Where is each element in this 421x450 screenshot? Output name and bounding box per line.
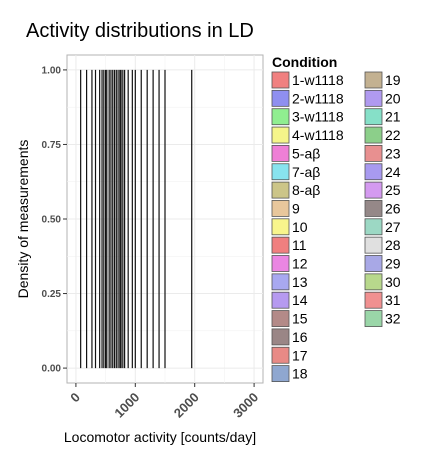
legend-label: 27 xyxy=(385,219,401,235)
legend-label: 24 xyxy=(385,164,401,180)
legend-key xyxy=(364,144,383,162)
legend-key xyxy=(364,310,383,327)
plot-panel xyxy=(66,54,264,384)
legend-label: 17 xyxy=(292,347,308,363)
legend-label: 3-w1118 xyxy=(292,109,344,125)
chart-title: Activity distributions in LD xyxy=(26,20,254,42)
legend-key xyxy=(364,255,383,272)
x-tick-label: 2000 xyxy=(171,390,202,421)
legend-key xyxy=(364,200,383,217)
legend: Condition 1-w1118 2-w1118 3-w1118 4-w1118 5-… xyxy=(271,54,401,383)
legend-label: 10 xyxy=(292,219,308,235)
x-tick-label: 3000 xyxy=(230,390,261,421)
legend-label: 7-aβ xyxy=(292,164,320,180)
legend-key xyxy=(364,236,383,254)
legend-label: 9 xyxy=(292,200,300,216)
legend-key xyxy=(271,144,290,162)
legend-key xyxy=(271,71,290,89)
legend-key xyxy=(364,126,383,144)
legend-key xyxy=(271,346,290,364)
legend-key xyxy=(271,126,290,144)
legend-key xyxy=(364,163,383,181)
legend-label: 21 xyxy=(385,109,401,125)
histogram-bars xyxy=(80,69,193,369)
legend-label: 25 xyxy=(385,182,401,198)
legend-label: 16 xyxy=(292,329,308,345)
legend-label: 19 xyxy=(385,72,401,88)
x-axis: 0 1000 2000 3000 xyxy=(67,383,261,421)
legend-label: 32 xyxy=(385,311,401,327)
legend-label: 18 xyxy=(292,366,308,382)
legend-key xyxy=(364,108,383,126)
y-tick-label: 0.50 xyxy=(42,215,62,226)
legend-label: 23 xyxy=(385,145,401,161)
legend-label: 12 xyxy=(292,256,308,272)
legend-key xyxy=(364,181,383,199)
x-tick-label: 0 xyxy=(67,390,83,406)
legend-label: 8-aβ xyxy=(292,182,320,198)
legend-label: 28 xyxy=(385,237,401,253)
legend-key xyxy=(364,273,383,291)
legend-label: 26 xyxy=(385,200,401,216)
legend-key xyxy=(271,273,290,291)
legend-label: 30 xyxy=(385,274,401,290)
legend-label: 4-w1118 xyxy=(292,127,344,143)
x-axis-title: Locomotor activity [counts/day] xyxy=(64,429,256,445)
legend-title: Condition xyxy=(272,54,337,70)
y-axis: 0.00 0.25 0.50 0.75 1.00 xyxy=(42,65,67,375)
legend-key xyxy=(271,255,290,272)
y-tick-label: 0.25 xyxy=(42,289,62,300)
y-tick-label: 0.00 xyxy=(42,364,62,375)
legend-label: 15 xyxy=(292,311,308,327)
legend-key xyxy=(271,291,290,309)
y-tick-label: 0.75 xyxy=(42,140,62,151)
legend-key xyxy=(364,71,383,89)
legend-key xyxy=(364,89,383,107)
y-tick-label: 1.00 xyxy=(42,65,62,76)
legend-key xyxy=(271,163,290,181)
x-tick-label: 1000 xyxy=(111,390,142,421)
legend-key xyxy=(271,108,290,126)
legend-label: 11 xyxy=(292,237,307,253)
legend-key xyxy=(271,181,290,199)
legend-key xyxy=(271,310,290,327)
legend-key xyxy=(364,218,383,236)
legend-label: 22 xyxy=(385,127,401,143)
legend-label: 14 xyxy=(292,292,308,308)
legend-key xyxy=(271,200,290,217)
legend-key xyxy=(271,236,290,254)
legend-key xyxy=(271,328,290,346)
legend-key xyxy=(271,365,290,383)
legend-label: 5-aβ xyxy=(292,145,320,161)
y-axis-title: Density of measurements xyxy=(15,140,31,299)
legend-key xyxy=(364,291,383,309)
legend-label: 13 xyxy=(292,274,308,290)
legend-key xyxy=(271,89,290,107)
legend-label: 31 xyxy=(385,292,401,308)
legend-label: 29 xyxy=(385,256,401,272)
legend-key xyxy=(271,218,290,236)
legend-label: 20 xyxy=(385,90,401,106)
legend-label: 1-w1118 xyxy=(292,72,344,88)
legend-label: 2-w1118 xyxy=(292,90,344,106)
